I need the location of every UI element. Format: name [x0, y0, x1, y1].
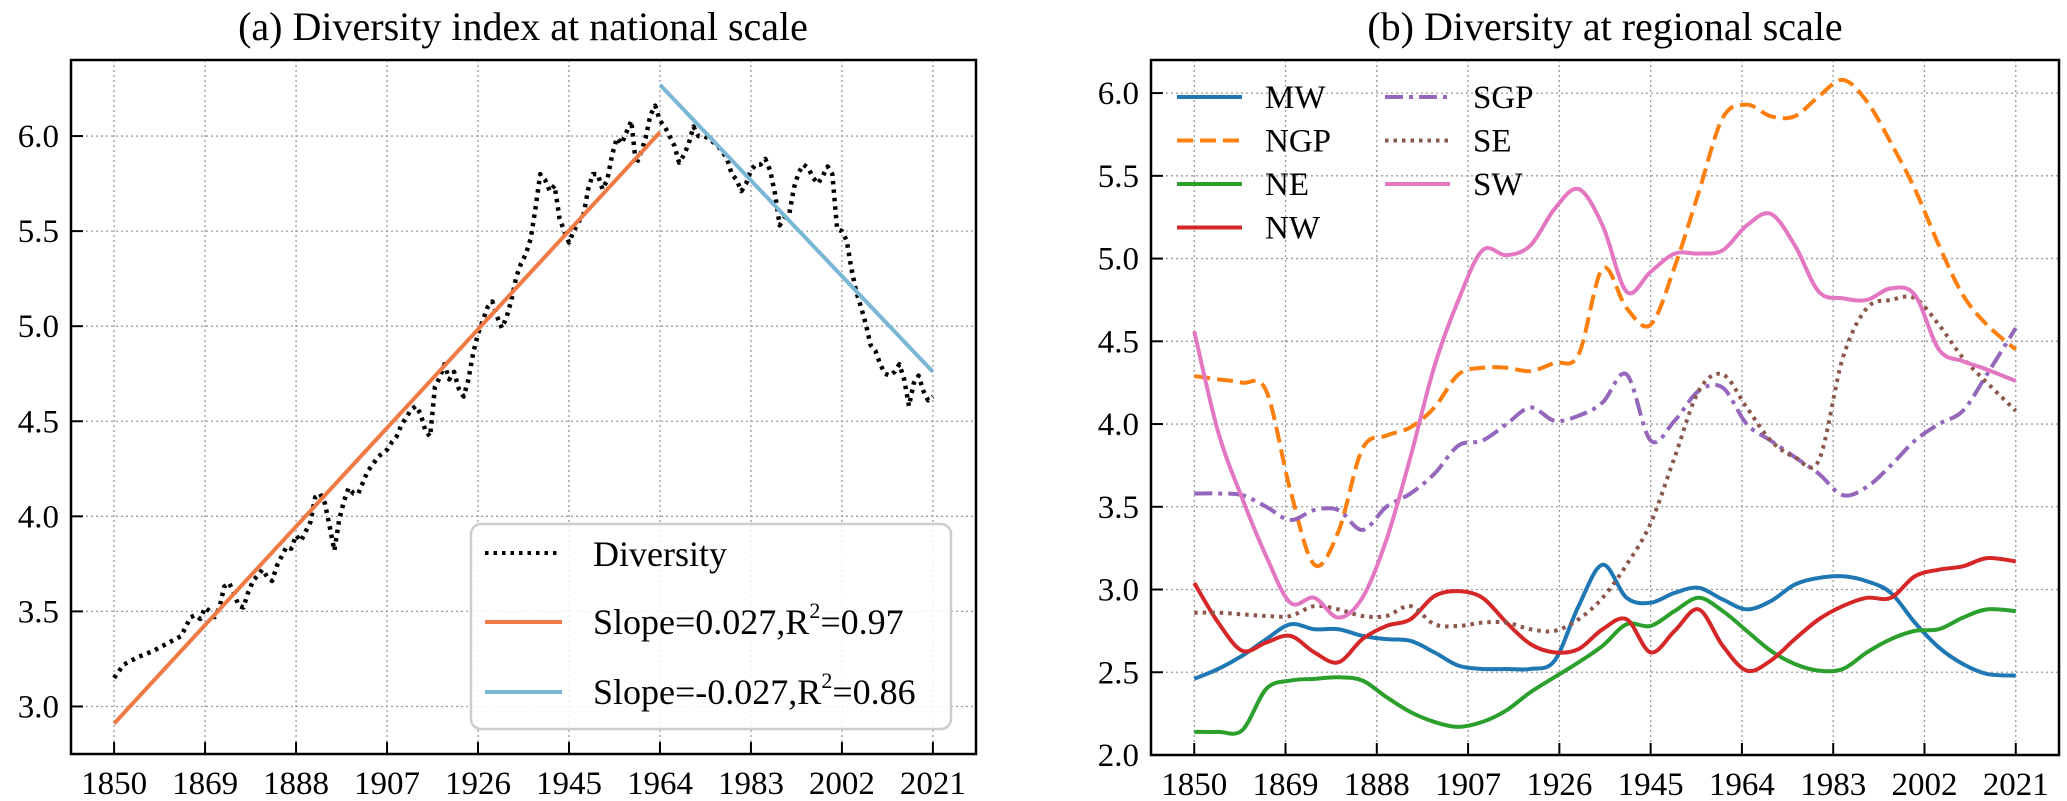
- series-diversity: [112, 103, 935, 680]
- x-tick-label: 2021: [900, 766, 966, 801]
- x-tick-label: 1888: [263, 766, 329, 801]
- x-tick-label: 1964: [1709, 767, 1775, 801]
- series-nw: [1192, 555, 2017, 674]
- x-tick-label: 1907: [1435, 767, 1501, 801]
- legend-label-diversity: Diversity: [593, 534, 727, 574]
- chart-a-axes-frame: [69, 58, 978, 756]
- trendline-fall: [658, 83, 935, 374]
- legend-label-mw: MW: [1265, 80, 1326, 116]
- chart-b-grid: [1151, 60, 2059, 756]
- panel-a-national-diversity: (a) Diversity index at national scale 18…: [18, 4, 978, 801]
- y-tick-label: 5.0: [1098, 242, 1139, 278]
- trendline-rise: [112, 130, 662, 725]
- x-tick-label: 2002: [809, 766, 875, 801]
- y-tick-label: 2.0: [1098, 738, 1139, 774]
- chart-b-series: [1192, 77, 2018, 736]
- x-tick-label: 1926: [445, 766, 511, 801]
- y-tick-label: 3.0: [1098, 573, 1139, 609]
- series-se: [1194, 294, 2018, 634]
- chart-b-title: (b) Diversity at regional scale: [1367, 4, 1842, 49]
- y-tick-label: 3.5: [18, 594, 59, 630]
- x-tick-label: 1850: [1161, 767, 1227, 801]
- series-mw: [1193, 562, 2016, 681]
- y-tick-label: 6.0: [1098, 76, 1139, 112]
- legend-label-sgp: SGP: [1473, 80, 1534, 116]
- x-tick-label: 2021: [1983, 767, 2049, 801]
- chart-a-ticks: 1850 1869 1888 1907 1926 1945 1964 1983 2002 2021…: [18, 119, 966, 801]
- chart-b-axes-frame: [1149, 58, 2061, 757]
- chart-a-series: [112, 83, 935, 725]
- chart-a-title: (a) Diversity index at national scale: [238, 4, 808, 49]
- y-tick-label: 3.0: [18, 689, 59, 725]
- x-tick-label: 1869: [172, 766, 238, 801]
- y-tick-label: 5.5: [18, 214, 59, 250]
- y-tick-label: 5.0: [18, 309, 59, 345]
- legend-label-ngp: NGP: [1265, 124, 1331, 160]
- x-tick-label: 2002: [1891, 767, 1957, 801]
- legend-label-nw: NW: [1265, 211, 1321, 247]
- y-tick-label: 4.5: [1098, 324, 1139, 360]
- y-tick-label: 4.0: [18, 499, 59, 535]
- chart-b-ticks: 1850 1869 1888 1907 1926 1945 1964 1983 2002 2021…: [1098, 76, 2049, 801]
- chart-a-legend: Diversity Slope=0.027,R2=0.97 Slope=-0.0…: [469, 522, 953, 731]
- y-tick-label: 2.5: [1098, 655, 1139, 691]
- chart-a-legend-box: [469, 522, 953, 731]
- legend-label-slope-rise: Slope=0.027,R2=0.97: [593, 598, 904, 642]
- series-ne: [1194, 595, 2016, 736]
- x-tick-label: 1945: [536, 766, 602, 801]
- x-tick-label: 1983: [1800, 767, 1866, 801]
- x-tick-label: 1869: [1253, 767, 1319, 801]
- series-sgp: [1194, 327, 2018, 532]
- y-tick-label: 6.0: [18, 119, 59, 155]
- legend-label-se: SE: [1473, 124, 1512, 160]
- y-tick-label: 4.0: [1098, 407, 1139, 443]
- series-ngp: [1193, 77, 2018, 569]
- x-tick-label: 1983: [718, 766, 784, 801]
- x-tick-label: 1888: [1344, 767, 1410, 801]
- x-tick-label: 1945: [1618, 767, 1684, 801]
- y-tick-label: 4.5: [18, 404, 59, 440]
- chart-b-legend: MW NGP NE NW SGP SE SW: [1177, 80, 1534, 247]
- legend-label-slope-fall: Slope=-0.027,R2=0.86: [593, 668, 916, 712]
- x-tick-label: 1964: [627, 766, 693, 801]
- y-tick-label: 3.5: [1098, 490, 1139, 526]
- panel-b-regional-diversity: (b) Diversity at regional scale 1850 1869…: [1098, 4, 2061, 801]
- chart-a-grid: [71, 60, 976, 754]
- legend-label-ne: NE: [1265, 167, 1309, 203]
- legend-label-sw: SW: [1473, 167, 1523, 203]
- x-tick-label: 1907: [354, 766, 420, 801]
- x-tick-label: 1850: [81, 766, 147, 801]
- series-sw: [1192, 186, 2017, 620]
- x-tick-label: 1926: [1526, 767, 1592, 801]
- y-tick-label: 5.5: [1098, 159, 1139, 195]
